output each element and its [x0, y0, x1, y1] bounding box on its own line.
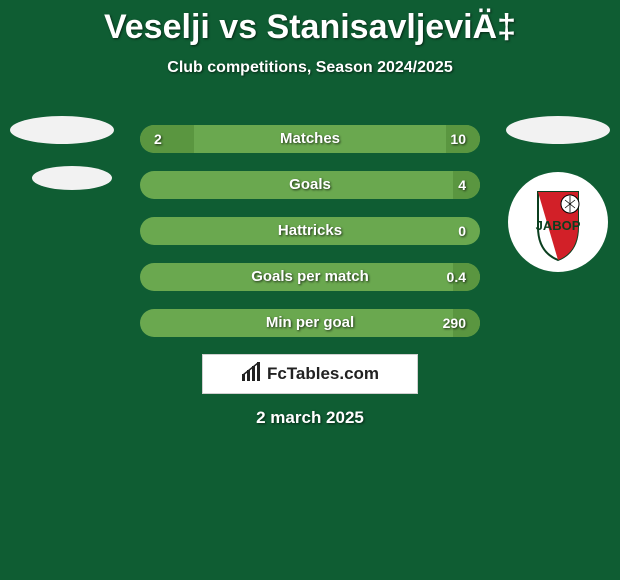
- match-date: 2 march 2025: [0, 408, 620, 428]
- page-title: Veselji vs StanisavljeviÄ‡: [0, 0, 620, 47]
- club-crest: JABOP: [508, 172, 608, 272]
- bar-label: Goals: [140, 171, 480, 199]
- fctables-logo[interactable]: FcTables.com: [202, 354, 418, 394]
- left-placeholder-ellipse-1: [10, 116, 114, 144]
- bar-chart-icon: [241, 362, 263, 387]
- stat-bar-row: Goals4: [140, 171, 480, 199]
- comparison-widget: Veselji vs StanisavljeviÄ‡ Club competit…: [0, 0, 620, 580]
- bar-right-value: 10: [450, 125, 466, 153]
- bar-right-value: 290: [443, 309, 466, 337]
- right-placeholder-ellipse: [506, 116, 610, 144]
- bar-label: Min per goal: [140, 309, 480, 337]
- stat-bars: Matches2 10 Goals4 Hattricks0 Goals per matc…: [140, 125, 480, 355]
- stat-bar-row: Matches2 10: [140, 125, 480, 153]
- subtitle: Club competitions, Season 2024/2025: [0, 59, 620, 77]
- stat-bar-row: Min per goal290: [140, 309, 480, 337]
- logo-text: FcTables.com: [267, 364, 379, 384]
- left-placeholder-ellipse-2: [32, 166, 112, 190]
- bar-left-value: 2: [154, 125, 162, 153]
- bar-right-value: 0.4: [447, 263, 466, 291]
- stat-bar-row: Hattricks0: [140, 217, 480, 245]
- stat-bar-row: Goals per match0.4: [140, 263, 480, 291]
- svg-text:JABOP: JABOP: [536, 218, 581, 233]
- bar-label: Goals per match: [140, 263, 480, 291]
- bar-right-value: 0: [458, 217, 466, 245]
- bar-label: Hattricks: [140, 217, 480, 245]
- bar-right-value: 4: [458, 171, 466, 199]
- bar-label: Matches: [140, 125, 480, 153]
